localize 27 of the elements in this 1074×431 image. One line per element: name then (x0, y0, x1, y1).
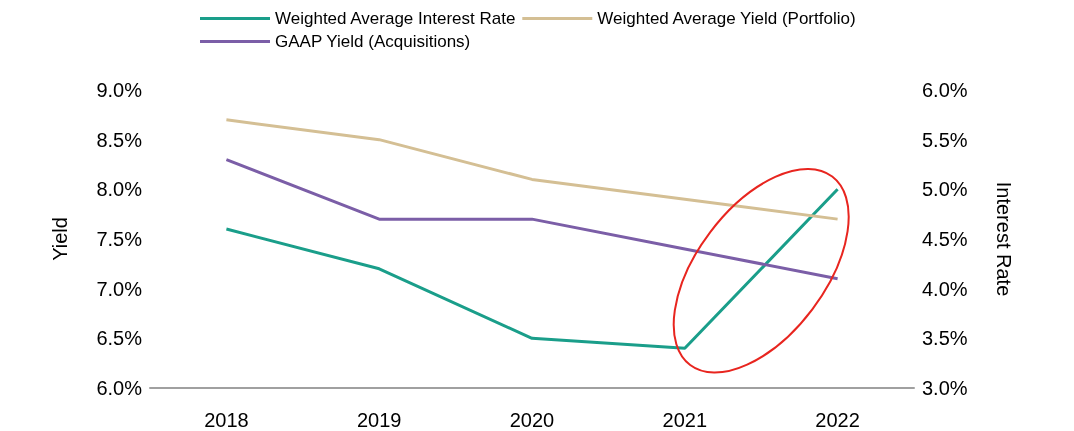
legend-label: Weighted Average Yield (Portfolio) (597, 9, 856, 28)
y2-tick-label: 3.0% (922, 377, 968, 399)
y-tick-label: 8.0% (96, 178, 143, 201)
y2-tick-label: 5.5% (922, 128, 968, 151)
y2-axis-title: Interest Rate (993, 181, 1015, 297)
y2-tick-label: 5.0% (922, 178, 968, 201)
y-axis-title: Yield (49, 217, 71, 261)
x-tick-label: 2019 (356, 409, 402, 431)
y-tick-label: 9.0% (96, 79, 143, 101)
x-tick-label: 2018 (204, 409, 249, 431)
y-tick-label: 6.0% (96, 377, 143, 399)
x-tick-label: 2020 (509, 409, 555, 431)
legend-label: GAAP Yield (Acquisitions) (275, 32, 471, 51)
x-tick-label: 2022 (815, 409, 860, 431)
legend-label: Weighted Average Interest Rate (275, 9, 516, 28)
y-tick-label: 7.5% (96, 228, 143, 250)
line-series (224, 187, 840, 350)
line-series (224, 118, 840, 221)
y2-tick-label: 6.0% (922, 79, 968, 101)
y2-tick-label: 4.5% (922, 228, 968, 250)
y2-tick-label: 3.5% (922, 327, 968, 350)
y2-tick-label: 4.0% (922, 277, 968, 300)
y-tick-label: 6.5% (96, 327, 143, 350)
y-tick-label: 8.5% (96, 128, 143, 151)
line-series (224, 158, 840, 281)
x-tick-label: 2021 (662, 409, 708, 431)
y-tick-label: 7.0% (96, 277, 143, 300)
